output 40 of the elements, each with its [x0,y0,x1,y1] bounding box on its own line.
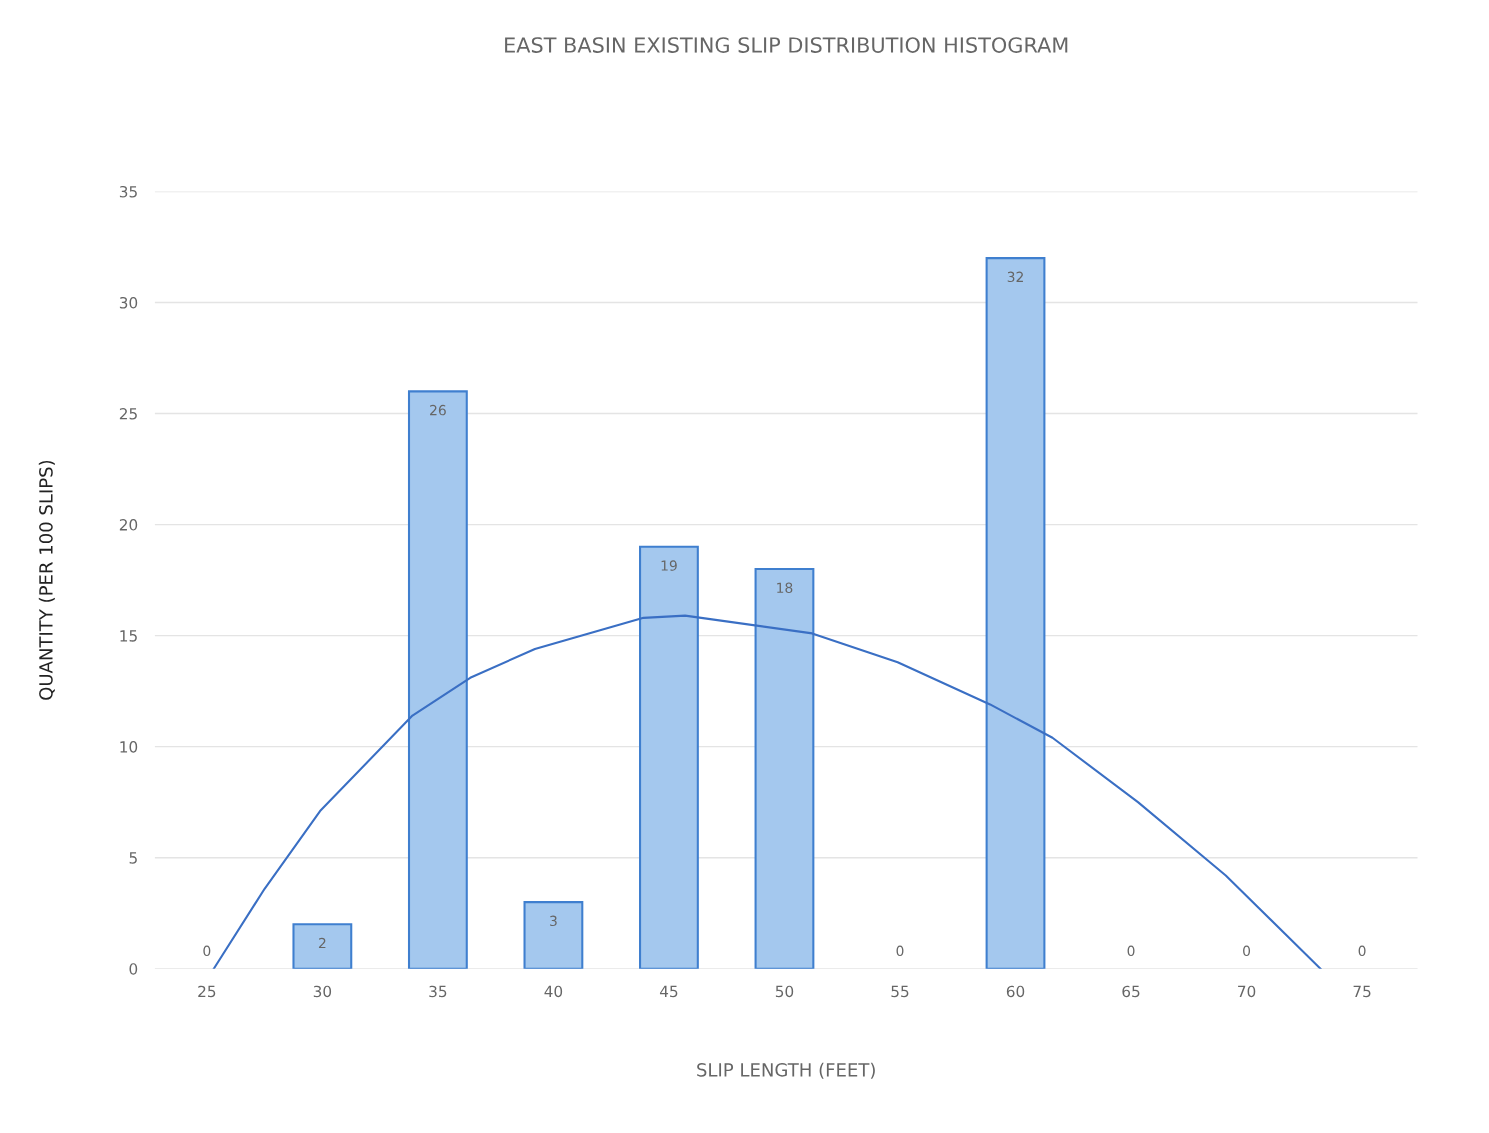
y-tick-label: 25 [119,408,137,420]
y-tick-label: 5 [129,852,137,864]
y-tick-label: 0 [129,963,138,975]
y-tick-label: 20 [119,519,138,531]
x-tick-label: 45 [659,985,678,998]
x-tick-label: 25 [198,985,216,998]
y-tick-label: 35 [119,185,137,198]
x-tick-label: 70 [1238,985,1256,998]
x-tick-label: 35 [429,985,447,998]
bar [985,257,1046,969]
data-label: 32 [1007,271,1023,283]
chart-title: EAST BASIN EXISTING SLIP DISTRIBUTION HISTOGRAM [505,37,1068,53]
data-label: 18 [777,582,793,594]
data-label: 0 [1358,945,1366,957]
x-tick-label: 30 [313,985,332,998]
x-axis-title: SLIP LENGTH (FEET) [697,1062,875,1079]
line-series [212,614,1322,969]
x-tick-label: 50 [775,985,794,998]
x-tick-label: 40 [544,985,563,998]
data-label: 26 [430,404,446,416]
x-tick-label: 75 [1353,985,1371,998]
y-tick-label: 30 [119,296,138,309]
data-label: 19 [661,560,677,571]
y-axis-title: QUANTITY (PER 100 SLIPS) [38,460,55,700]
data-label: 2 [318,937,326,949]
data-label: 3 [550,915,557,927]
data-label: 0 [1243,945,1251,957]
bar [639,545,699,969]
x-tick-label: 60 [1006,985,1025,998]
data-label: 0 [896,945,904,957]
y-tick-label: 15 [120,630,137,642]
bar [292,923,353,969]
bar [523,901,584,969]
bar [407,390,468,969]
data-label: 0 [1127,945,1135,957]
bar [754,567,815,969]
x-tick-label: 55 [891,985,909,998]
data-label: 0 [203,945,211,957]
x-tick-label: 65 [1122,985,1140,998]
y-tick-label: 10 [120,741,138,753]
